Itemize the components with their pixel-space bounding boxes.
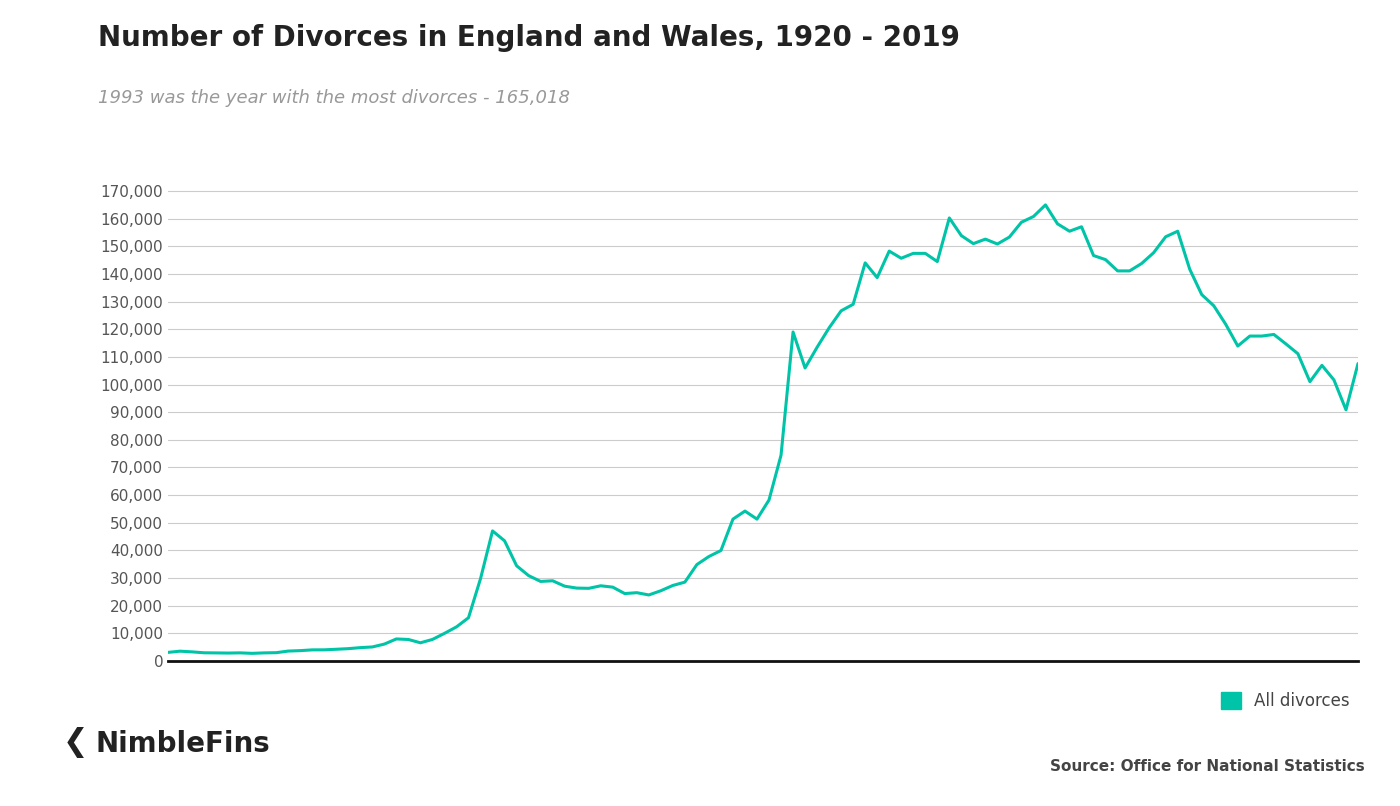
- Text: NimbleFins: NimbleFins: [95, 729, 270, 758]
- Text: ❮: ❮: [63, 727, 88, 758]
- Text: 1993 was the year with the most divorces - 165,018: 1993 was the year with the most divorces…: [98, 89, 570, 106]
- Text: Number of Divorces in England and Wales, 1920 - 2019: Number of Divorces in England and Wales,…: [98, 24, 960, 52]
- Text: Source: Office for National Statistics: Source: Office for National Statistics: [1050, 758, 1365, 774]
- Legend: All divorces: All divorces: [1214, 686, 1357, 717]
